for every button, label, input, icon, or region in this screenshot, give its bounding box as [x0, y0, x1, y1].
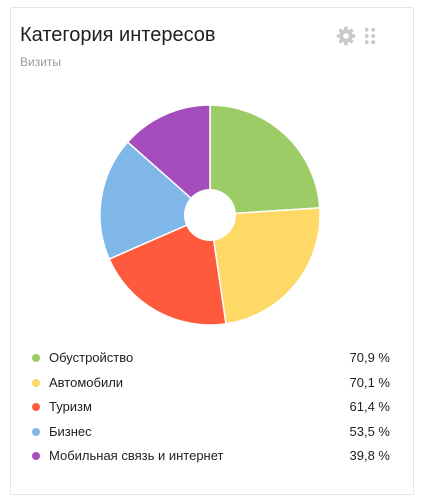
drag-handle-icon[interactable]	[364, 27, 376, 45]
pie-slice[interactable]	[99, 141, 211, 260]
legend-color-dot	[32, 354, 40, 362]
pie-center-hole	[184, 189, 236, 241]
legend-label: Автомобили	[49, 374, 124, 390]
legend-label: Мобильная связь и интернет	[49, 448, 224, 463]
legend-color-dot	[32, 378, 40, 387]
legend-item[interactable]: Туризм 61,4 %	[32, 395, 390, 420]
legend-item[interactable]: Мобильная связь и интернет 39,8 %	[32, 444, 390, 469]
chart-legend: Обустройство 70,9 % Автомобили 70,1 % Туризм…	[32, 346, 390, 469]
pie-slice[interactable]	[108, 214, 227, 326]
widget-title: Категория интересов	[20, 24, 216, 46]
legend-label: Туризм	[49, 399, 92, 414]
widget-subtitle: Визиты	[20, 55, 62, 69]
legend-value: 61,4 %	[349, 399, 390, 414]
legend-label: Обустройство	[49, 350, 134, 365]
legend-item[interactable]: Обустройство 70,9 %	[32, 346, 390, 371]
pie-slice[interactable]	[209, 104, 321, 216]
legend-item[interactable]: Автомобили 70,1 %	[32, 371, 390, 396]
gear-icon[interactable]	[336, 26, 356, 46]
legend-color-dot	[32, 427, 40, 436]
pie-slice[interactable]	[126, 104, 211, 216]
legend-value: 70,1 %	[349, 374, 390, 390]
legend-color-dot	[32, 403, 40, 411]
legend-value: 70,9 %	[349, 350, 390, 365]
legend-item[interactable]: Бизнес 53,5 %	[32, 420, 390, 445]
pie-slice[interactable]	[209, 207, 321, 325]
legend-label: Бизнес	[49, 423, 92, 439]
legend-color-dot	[32, 452, 40, 460]
legend-value: 53,5 %	[349, 423, 390, 439]
pie-chart	[99, 104, 321, 326]
legend-value: 39,8 %	[349, 448, 390, 463]
